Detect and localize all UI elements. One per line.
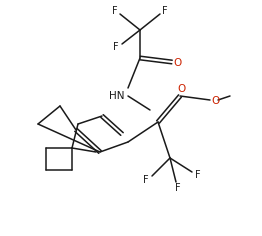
Text: F: F: [143, 175, 149, 185]
Text: O: O: [174, 58, 182, 68]
Text: F: F: [162, 6, 168, 16]
Text: F: F: [175, 183, 181, 193]
Text: F: F: [195, 170, 201, 180]
Text: HN: HN: [108, 91, 124, 101]
Text: O: O: [178, 84, 186, 94]
Text: O: O: [211, 96, 219, 106]
Text: F: F: [112, 6, 118, 16]
Text: F: F: [113, 42, 119, 52]
